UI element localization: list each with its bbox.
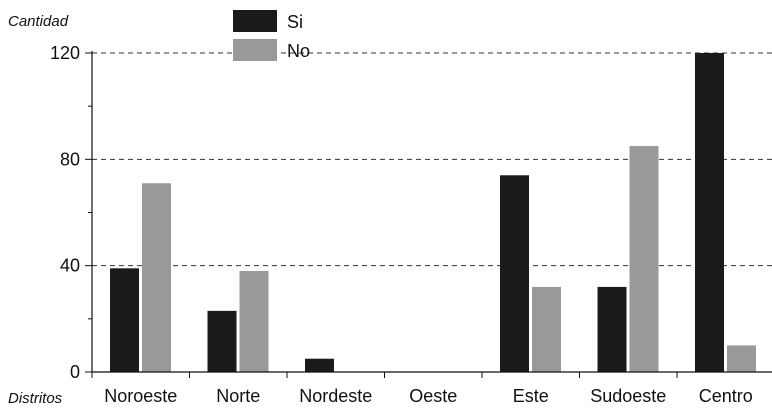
bar-si-sudoeste bbox=[597, 286, 627, 372]
bar-no-norte bbox=[239, 270, 269, 372]
y-tick-label-40: 40 bbox=[60, 256, 80, 276]
bar-no-sudoeste bbox=[629, 146, 659, 372]
x-axis-title: Distritos bbox=[8, 390, 63, 407]
legend-label-si: Si bbox=[287, 12, 303, 32]
bar-no-este bbox=[532, 286, 561, 372]
legend-swatch-si bbox=[233, 10, 277, 32]
bar-si-centro bbox=[695, 53, 724, 372]
x-tick-label-nordeste: Nordeste bbox=[299, 386, 372, 406]
bar-si-nordeste bbox=[305, 358, 334, 372]
bar-si-noroeste bbox=[110, 268, 139, 372]
gridlines bbox=[92, 52, 772, 267]
y-tick-label-120: 120 bbox=[50, 43, 80, 63]
bar-no-centro bbox=[727, 345, 756, 372]
y-tick-label-0: 0 bbox=[70, 362, 80, 382]
legend: Si No bbox=[233, 10, 310, 61]
x-tick-label-oeste: Oeste bbox=[409, 386, 457, 406]
axes bbox=[85, 51, 772, 378]
bars bbox=[110, 53, 756, 372]
bar-si-norte bbox=[207, 310, 237, 372]
labels: 0 40 80 120 Noroeste Norte Nordeste Oeste Este Su… bbox=[50, 43, 753, 406]
x-tick-label-centro: Centro bbox=[699, 386, 753, 406]
x-tick-label-sudoeste: Sudoeste bbox=[590, 386, 666, 406]
legend-label-no: No bbox=[287, 41, 310, 61]
bar-no-noroeste bbox=[142, 183, 171, 372]
y-axis-title: Cantidad bbox=[8, 13, 69, 30]
x-tick-label-norte: Norte bbox=[216, 386, 260, 406]
x-tick-label-este: Este bbox=[513, 386, 549, 406]
x-tick-label-noroeste: Noroeste bbox=[104, 386, 177, 406]
bar-si-este bbox=[500, 175, 529, 372]
y-tick-label-80: 80 bbox=[60, 149, 80, 169]
legend-swatch-no bbox=[233, 39, 277, 61]
